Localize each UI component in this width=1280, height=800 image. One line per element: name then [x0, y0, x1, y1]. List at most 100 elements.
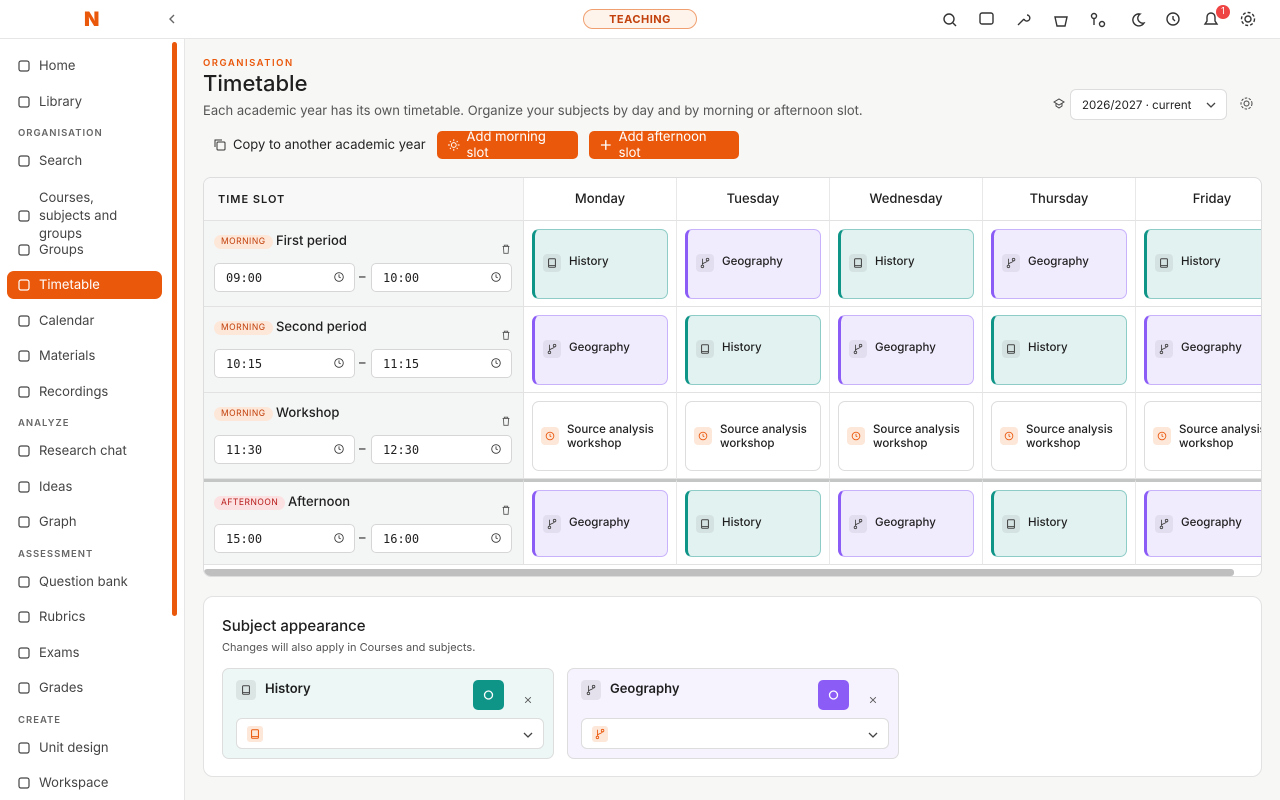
time-input[interactable]: 11:15	[371, 349, 512, 378]
day-cell: Source analysis workshop	[830, 393, 983, 479]
lesson-card[interactable]: Source analysis workshop	[838, 401, 974, 471]
lesson-card[interactable]: Geography	[838, 490, 974, 557]
lesson-card[interactable]: Geography	[1144, 490, 1261, 557]
lesson-subject: History	[875, 254, 915, 268]
nav-item[interactable]: Calendar	[7, 307, 162, 335]
delete[interactable]	[500, 500, 512, 520]
action-button[interactable]: Add morning slot	[437, 129, 578, 161]
toolbar-icons[interactable]	[940, 10, 1260, 30]
action-label: Add morning slot	[466, 129, 546, 161]
section-heading: ORGANISATION	[18, 128, 103, 139]
day-cell: Geography	[524, 479, 677, 565]
lesson-card[interactable]: Source analysis workshop	[991, 401, 1127, 471]
icon-select[interactable]	[236, 718, 544, 749]
nav-item[interactable]: Grades	[7, 674, 162, 702]
time-value: 09:00	[226, 271, 263, 285]
nav-item[interactable]: Materials	[7, 342, 162, 370]
time-input[interactable]: 16:00	[371, 524, 512, 553]
nav-item[interactable]: Research chat	[7, 437, 162, 465]
year-select[interactable]: 2026/2027 · current	[1070, 89, 1227, 120]
nav-label: Rubrics	[39, 609, 86, 625]
lesson-card[interactable]: Geography	[838, 315, 974, 385]
lesson-card[interactable]: Geography	[532, 490, 668, 557]
nav-label: Research chat	[39, 443, 127, 459]
nav-item[interactable]: Home	[7, 52, 162, 80]
nav-item[interactable]: Search	[7, 147, 162, 175]
lesson-card[interactable]: Geography	[532, 315, 668, 385]
lesson-card[interactable]: Geography	[685, 229, 821, 299]
lesson-subject: Source analysis workshop	[567, 422, 654, 450]
time-input[interactable]: 11:30	[214, 435, 355, 464]
h-scrollbar[interactable]	[204, 569, 1234, 576]
time-slot: AFTERNOON Afternoon 15:00 16:00–	[204, 479, 524, 565]
nav-item[interactable]: Question bank	[7, 568, 162, 596]
delete[interactable]	[500, 325, 512, 345]
action-button[interactable]: Add afternoon slot	[589, 129, 739, 161]
nav-item[interactable]: Courses, subjects and groups	[7, 183, 162, 249]
slot-name: Afternoon	[288, 494, 351, 510]
day-cell: Geography	[830, 479, 983, 565]
top-bar: N TEACHING 1	[0, 0, 1280, 39]
nav-item[interactable]: Graph	[7, 508, 162, 536]
lesson-subject: History	[1028, 340, 1068, 354]
lesson-card[interactable]: History	[1144, 229, 1261, 299]
lesson-card[interactable]: History	[532, 229, 668, 299]
lesson-card[interactable]: Geography	[1144, 315, 1261, 385]
time-input[interactable]: 09:00	[214, 263, 355, 292]
nav-label: Question bank	[39, 573, 128, 590]
lesson-subject: History	[722, 515, 762, 529]
nav-item[interactable]: Unit design	[7, 734, 162, 762]
remove[interactable]	[868, 689, 878, 709]
nav-label: Materials	[39, 348, 96, 364]
timetable: TIME SLOT Monday Tuesday Wednesday Thursday F…	[203, 177, 1262, 577]
nav-item[interactable]: Groups	[7, 236, 162, 264]
settings[interactable]	[1240, 97, 1253, 110]
time-input[interactable]: 10:00	[371, 263, 512, 292]
slot-name: Workshop	[276, 405, 340, 421]
lesson-card[interactable]: Source analysis workshop	[532, 401, 668, 471]
day-cell: Geography	[1136, 479, 1261, 565]
action-button[interactable]: Copy to another academic year	[203, 131, 436, 159]
color-picker[interactable]	[473, 680, 504, 710]
time-input[interactable]: 12:30	[371, 435, 512, 464]
remove[interactable]	[523, 689, 533, 709]
time-input[interactable]: 15:00	[214, 524, 355, 553]
nav-item[interactable]: Recordings	[7, 378, 162, 406]
action-label: Copy to another academic year	[233, 137, 426, 153]
nav-item[interactable]: Workspace	[7, 769, 162, 797]
delete[interactable]	[500, 239, 512, 259]
nav-item[interactable]: Timetable	[7, 271, 162, 299]
lesson-subject: Geography	[1181, 515, 1242, 529]
nav-label: Workspace	[39, 775, 109, 791]
slot-name: First period	[276, 233, 347, 249]
nav-item[interactable]: Rubrics	[7, 603, 162, 631]
scrollbar[interactable]	[172, 42, 177, 616]
lesson-card[interactable]: History	[991, 490, 1127, 557]
color-picker[interactable]	[818, 680, 849, 710]
nav-item[interactable]: Library	[7, 88, 162, 116]
nav-item[interactable]: Exams	[7, 639, 162, 667]
icon-select[interactable]	[581, 718, 889, 749]
lesson-card[interactable]: History	[685, 315, 821, 385]
nav-item[interactable]: Ideas	[7, 473, 162, 501]
notification-count: 1	[1216, 5, 1230, 19]
lesson-card[interactable]: History	[685, 490, 821, 557]
delete[interactable]	[500, 411, 512, 431]
nav-label: Timetable	[39, 277, 100, 293]
lesson-card[interactable]: Source analysis workshop	[685, 401, 821, 471]
nav-label: Graph	[39, 514, 77, 530]
logo[interactable]: N	[84, 7, 100, 31]
lesson-card[interactable]: Geography	[991, 229, 1127, 299]
lesson-card[interactable]: History	[991, 315, 1127, 385]
time-value: 16:00	[383, 532, 420, 546]
slot-name: Second period	[276, 319, 367, 335]
lesson-subject: History	[722, 340, 762, 354]
lesson-subject: Source analysis workshop	[873, 422, 960, 450]
lesson-card[interactable]: Source analysis workshop	[1144, 401, 1261, 471]
time-input[interactable]: 10:15	[214, 349, 355, 378]
collapse[interactable]	[166, 13, 178, 25]
section-heading: ANALYZE	[18, 418, 70, 429]
mode-badge[interactable]: TEACHING	[583, 9, 697, 29]
column-header: TIME SLOT	[204, 178, 524, 221]
lesson-card[interactable]: History	[838, 229, 974, 299]
